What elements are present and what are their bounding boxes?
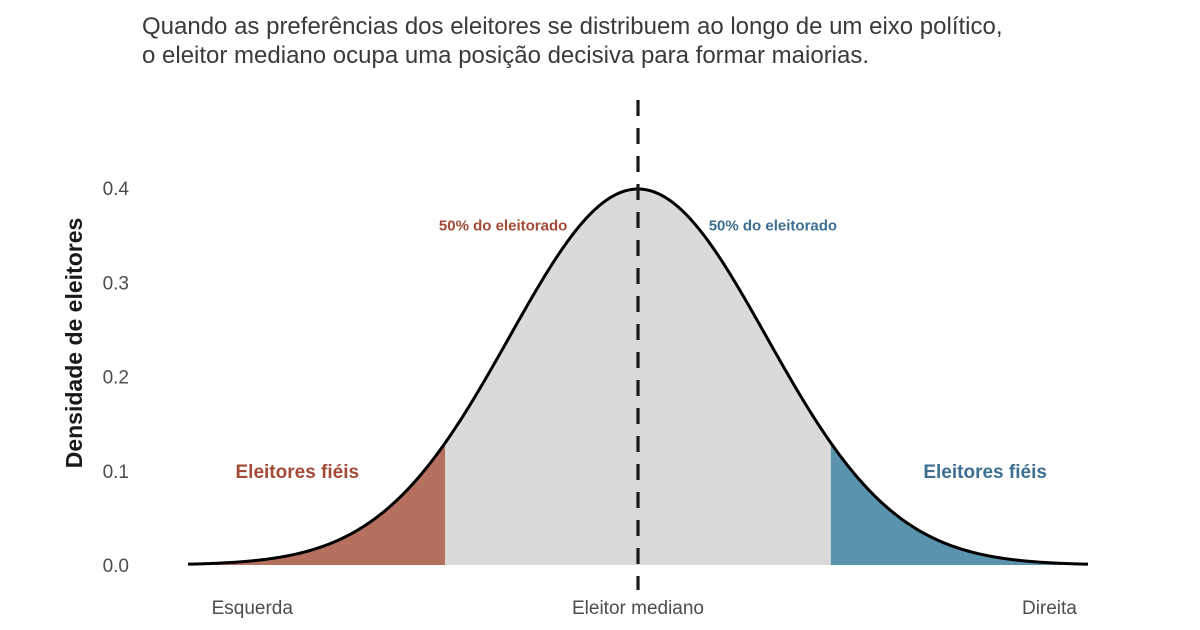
y-axis-ticks: 0.0 0.1 0.2 0.3 0.4 <box>103 179 130 577</box>
x-tick-label: Eleitor mediano <box>572 598 704 619</box>
annotation-label: 50% do eleitorado <box>439 218 567 235</box>
y-tick-label: 0.0 <box>103 556 129 577</box>
annotations: 50% do eleitorado 50% do eleitorado Eleito… <box>236 218 1047 483</box>
y-axis-title: Densidade de eleitores <box>61 218 87 469</box>
y-tick-label: 0.2 <box>103 368 129 389</box>
y-tick-label: 0.3 <box>103 273 129 294</box>
region-left-tail <box>188 442 446 565</box>
x-tick-label: Direita <box>1022 598 1077 619</box>
subtitle-line-2: o eleitor mediano ocupa uma posição deci… <box>142 42 869 69</box>
y-tick-label: 0.4 <box>103 179 130 200</box>
y-tick-label: 0.1 <box>103 462 129 483</box>
annotation-label: 50% do eleitorado <box>709 218 837 235</box>
subtitle-line-1: Quando as preferências dos eleitores se … <box>142 13 1003 40</box>
region-right-tail <box>830 442 1088 565</box>
annotation-label: Eleitores fiéis <box>236 462 360 483</box>
x-axis-ticks: Esquerda Eleitor mediano Direita <box>212 598 1078 619</box>
x-tick-label: Esquerda <box>212 598 294 619</box>
annotation-label: Eleitores fiéis <box>923 462 1047 483</box>
